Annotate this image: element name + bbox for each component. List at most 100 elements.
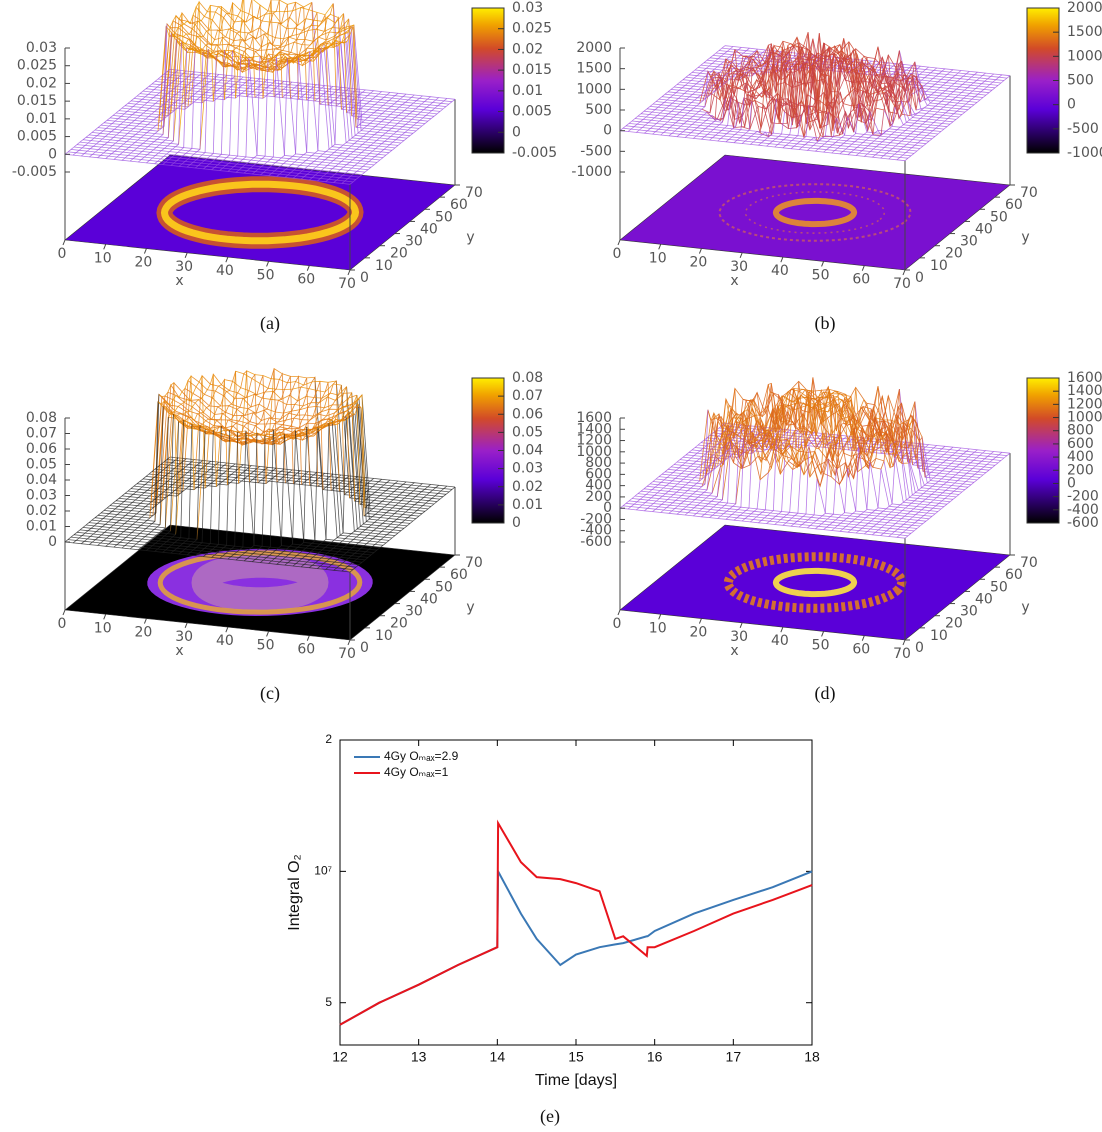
x-tick-label: 20: [135, 255, 153, 271]
colorbar-tick-label: 0.025: [512, 21, 552, 37]
x-tick-label: 40: [771, 633, 789, 649]
x-tick: [658, 244, 662, 250]
surface-wire-plane: [750, 472, 769, 523]
surface-wire-plane: [907, 66, 929, 85]
surface-wire-plane: [774, 117, 794, 148]
surface-wire-peak: [858, 415, 914, 467]
z-tick-label: -600: [580, 534, 612, 550]
surface-wire-plane: [679, 81, 721, 87]
surface-wire-plane: [227, 57, 250, 172]
surface-wire-plane: [292, 46, 339, 179]
surface-wire-plane: [831, 103, 860, 154]
y-tick-label: 60: [450, 197, 468, 213]
z-tick-label: 2000: [576, 40, 612, 56]
surface-wire-plane: [129, 406, 164, 550]
surface-wire-plane: [664, 471, 706, 477]
surface-wire-peak: [707, 388, 739, 458]
x-axis-label: x: [730, 273, 738, 289]
surface-wire-peak: [165, 0, 203, 103]
surface-wire-plane: [717, 102, 740, 142]
surface-wire-plane: [619, 422, 726, 509]
surface-wire-peak: [759, 32, 833, 133]
surface-wire-peak: [298, 13, 347, 113]
x-tick-label: 70: [893, 646, 911, 662]
surface-wire-plane: [260, 434, 285, 563]
surface-wire-plane: [916, 76, 975, 106]
surface-wire-plane: [625, 125, 912, 157]
surface-wire-plane: [112, 502, 154, 508]
surface-wire-plane: [349, 478, 374, 499]
x-tick-label: 13: [411, 1049, 427, 1065]
x-tick: [143, 248, 147, 254]
surface-wire-peak: [158, 382, 178, 497]
surface-wire-peak: [171, 5, 214, 102]
surface-wire-plane: [847, 129, 882, 156]
surface-wire-plane: [622, 127, 909, 159]
surface-wire-peak: [776, 388, 849, 468]
x-tick-label: 50: [257, 637, 275, 653]
z-tick-label: 800: [585, 455, 612, 471]
surface-wire-plane: [317, 95, 423, 182]
surface-wire-plane: [219, 54, 242, 171]
y-tick-label: 30: [405, 604, 423, 620]
surface-wire-plane: [328, 423, 387, 544]
floor-ring: [772, 197, 858, 228]
surface-wire-peak: [259, 12, 321, 105]
surface-wire-plane: [76, 531, 363, 563]
surface-wire-plane: [193, 462, 228, 491]
colorbar-tick-label: 400: [1067, 449, 1094, 465]
y-tick-label: 30: [960, 234, 978, 250]
surface-wire-plane: [336, 88, 358, 107]
surface-wire-plane: [343, 42, 402, 144]
surface-wire-plane: [798, 136, 818, 150]
surface-wire-plane: [265, 468, 285, 484]
surface-wire-plane: [170, 424, 193, 554]
surface-wire-peak: [714, 49, 764, 121]
surface-wire-plane: [766, 111, 785, 147]
surface-wire-plane: [883, 460, 942, 510]
surface-wire-plane: [634, 495, 921, 527]
surface-wire-plane: [847, 468, 930, 520]
surface-wire-plane: [300, 416, 347, 568]
surface-wire-peak: [317, 394, 361, 505]
surface-wire-peak: [224, 4, 291, 99]
surface-wire-plane: [72, 457, 179, 544]
surface-wire-plane: [796, 432, 815, 448]
surface-wire-plane: [319, 86, 342, 105]
colorbar-tick-label: -1000: [1067, 145, 1102, 161]
surface-wire-peak: [237, 377, 311, 486]
x-tick: [861, 635, 865, 641]
surface-wire-plane: [658, 98, 700, 104]
surface-wire-peak: [176, 6, 225, 100]
legend-label: 4Gy Oₘₐₓ=1: [384, 765, 449, 779]
y-tick-label: 60: [1005, 197, 1023, 213]
surface-wire-plane: [106, 119, 165, 127]
y-tick-label: 70: [465, 555, 483, 571]
surface-wire-plane: [350, 25, 417, 132]
surface-wire-plane: [252, 429, 274, 563]
x-tick: [347, 269, 351, 276]
surface-wire-plane: [855, 456, 896, 534]
y-tick-label: 10: [930, 258, 948, 274]
surface-wire-peak: [284, 384, 345, 495]
surface-wire-plane: [709, 434, 996, 466]
surface-wire-plane: [219, 431, 239, 559]
surface-wire-plane: [888, 73, 994, 160]
surface-wire-plane: [888, 64, 905, 78]
surface-wire-peak: [784, 389, 857, 468]
surface-wire-plane: [330, 475, 350, 491]
surface-wire-plane: [162, 420, 185, 553]
surface-wire-plane: [284, 427, 319, 566]
x-tick-label: 12: [332, 1049, 348, 1065]
surface-wire-peak: [186, 0, 248, 97]
x-axis-label: Time [days]: [535, 1072, 617, 1089]
surface-wire-plane: [804, 433, 823, 449]
surface-wire-plane: [157, 466, 444, 498]
surface-wire-plane: [341, 89, 366, 110]
surface-wire-plane: [72, 69, 179, 156]
colorbar-tick-label: -400: [1067, 502, 1099, 518]
surface-wire-plane: [290, 83, 309, 99]
x-tick: [306, 265, 310, 271]
surface-wire-plane: [309, 472, 325, 486]
surface-wire-plane: [154, 42, 182, 165]
